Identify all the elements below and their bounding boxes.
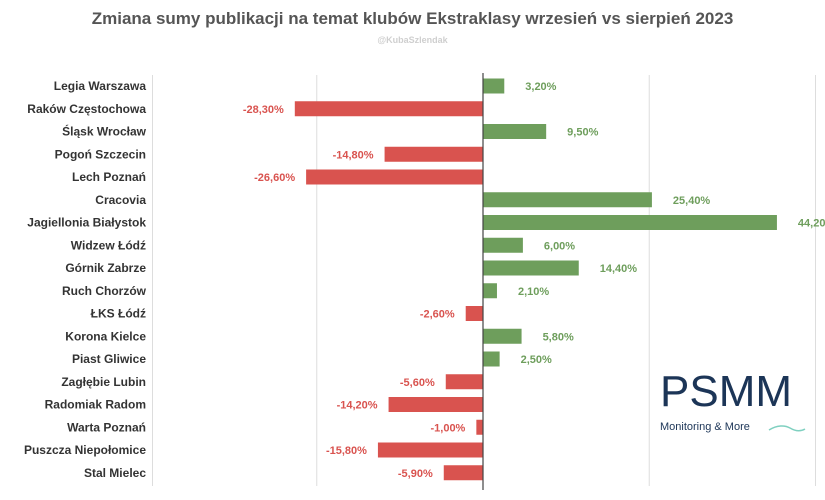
value-label: -5,90%	[398, 468, 433, 480]
value-label: -1,00%	[430, 422, 465, 434]
value-label: -26,60%	[254, 172, 295, 184]
category-label: Raków Częstochowa	[27, 102, 146, 116]
bar	[388, 397, 483, 412]
value-label: 5,80%	[543, 331, 574, 343]
value-label: 6,00%	[544, 240, 575, 252]
category-label: Piast Gliwice	[72, 352, 146, 366]
category-label: Cracovia	[95, 193, 146, 207]
bar	[483, 215, 777, 230]
value-label: 44,20%	[798, 218, 825, 230]
bar	[384, 146, 483, 162]
bar	[294, 101, 483, 117]
value-label: -14,20%	[337, 400, 378, 412]
logo-text: PSMM	[660, 367, 792, 416]
category-label: ŁKS Łódź	[91, 307, 146, 321]
bar	[443, 465, 483, 481]
category-label: Korona Kielce	[65, 329, 146, 343]
category-label: Pogoń Szczecin	[55, 147, 146, 161]
bar	[476, 419, 483, 435]
value-label: -28,30%	[243, 104, 284, 116]
value-label: 25,40%	[673, 195, 711, 207]
bar	[483, 351, 500, 367]
bar	[483, 124, 547, 139]
category-label: Górnik Zabrze	[65, 261, 146, 275]
psmm-logo: PSMM Monitoring & More	[660, 368, 810, 438]
bar	[483, 192, 652, 208]
category-label: Stal Mielec	[84, 466, 146, 480]
value-label: -5,60%	[400, 377, 435, 389]
bar	[483, 328, 522, 344]
logo-tagline: Monitoring & More	[660, 421, 750, 433]
bar	[483, 78, 505, 94]
category-label: Warta Poznań	[67, 420, 146, 434]
value-label: -2,60%	[420, 309, 455, 321]
bar	[306, 169, 483, 185]
category-label: Legia Warszawa	[54, 79, 147, 93]
bar	[445, 374, 483, 390]
bar	[465, 306, 483, 321]
category-label: Zagłębie Lubin	[61, 375, 146, 389]
category-label: Jagiellonia Białystok	[27, 216, 146, 230]
bar	[483, 260, 579, 276]
chart-subtitle: @KubaSzlendak	[377, 35, 448, 45]
wave-icon	[768, 425, 806, 432]
value-label: 2,10%	[518, 286, 549, 298]
bar	[483, 237, 523, 253]
value-label: -14,80%	[333, 149, 374, 161]
value-label: 2,50%	[521, 354, 552, 366]
value-label: 3,20%	[525, 81, 556, 93]
category-label: Lech Poznań	[72, 170, 146, 184]
category-label: Ruch Chorzów	[62, 284, 147, 298]
bar	[377, 442, 483, 458]
value-label: 9,50%	[567, 127, 598, 139]
category-label: Radomiak Radom	[45, 398, 146, 412]
category-label: Widzew Łódź	[71, 238, 146, 252]
category-label: Puszcza Niepołomice	[24, 443, 146, 457]
category-label: Śląsk Wrocław	[62, 124, 146, 139]
value-label: 14,40%	[600, 263, 638, 275]
chart-title: Zmiana sumy publikacji na temat klubów E…	[91, 9, 734, 28]
value-label: -15,80%	[326, 445, 367, 457]
bar	[483, 283, 497, 299]
